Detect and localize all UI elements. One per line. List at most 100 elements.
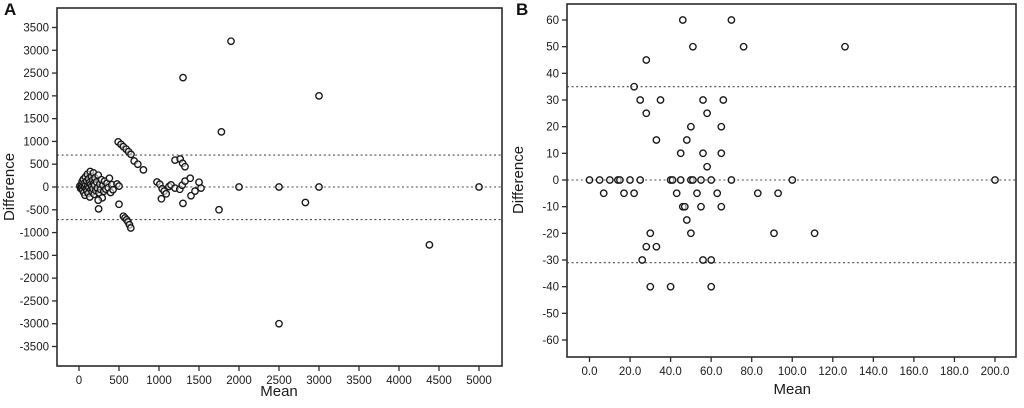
x-tick-label: 140.0 [859, 366, 888, 378]
data-point [717, 202, 726, 211]
data-point [235, 183, 243, 191]
x-tick-label: 160.0 [900, 366, 929, 378]
data-point [717, 149, 726, 158]
x-tick-label: 1000 [146, 375, 172, 387]
y-tick-label: 3000 [23, 45, 49, 57]
data-point [646, 282, 655, 291]
y-tick-label: 3500 [23, 23, 49, 35]
data-point [126, 224, 135, 232]
data-point [275, 183, 283, 191]
data-point [636, 96, 645, 104]
y-tick-label: -500 [26, 205, 49, 217]
y-tick-label: -3500 [20, 342, 49, 354]
x-tick-label: 5000 [466, 375, 492, 387]
data-point [139, 166, 148, 174]
y-tick-label: 1500 [23, 114, 49, 126]
x-tick-label: 3500 [346, 375, 372, 387]
data-point [115, 182, 123, 190]
data-point [676, 149, 685, 158]
data-point [133, 160, 142, 169]
data-point [703, 109, 711, 118]
y-tick-label: 0 [553, 175, 559, 187]
data-point [703, 162, 711, 171]
data-point [425, 241, 434, 249]
data-point [713, 189, 722, 198]
x-tick-label: 2500 [266, 375, 292, 387]
data-point [94, 205, 103, 213]
data-point [642, 109, 651, 118]
data-point [605, 176, 614, 184]
x-tick-label: 180.0 [940, 366, 969, 378]
data-point [739, 42, 748, 51]
data-point [668, 176, 677, 184]
data-point [595, 176, 604, 184]
data-point [475, 183, 483, 191]
data-point [105, 174, 114, 183]
data-point [616, 176, 624, 184]
data-point [719, 96, 728, 104]
data-point [682, 136, 691, 144]
y-tick-label: 40 [546, 68, 559, 80]
data-point [630, 189, 638, 198]
data-point [693, 189, 701, 198]
data-point [215, 205, 223, 214]
x-tick-label: 4500 [426, 375, 452, 387]
y-tick-label: -2000 [20, 273, 49, 285]
data-point [162, 189, 171, 198]
axis-title-x: Mean [260, 383, 298, 400]
data-point [179, 73, 187, 82]
y-tick-label: -60 [542, 335, 559, 347]
x-tick-label: 1500 [186, 375, 212, 387]
data-point [217, 128, 226, 136]
data-point [707, 282, 716, 291]
y-tick-label: 10 [546, 148, 559, 160]
data-point [672, 189, 681, 198]
data-point [315, 183, 323, 191]
data-point [699, 256, 707, 264]
data-point [630, 82, 638, 91]
x-tick-label: 100.0 [778, 366, 807, 378]
y-tick-label: -40 [542, 282, 559, 294]
data-point [179, 199, 187, 208]
x-tick-label: 200.0 [981, 366, 1010, 378]
data-point [275, 319, 283, 328]
data-point [707, 176, 716, 184]
bland-altman-panel-a: 0 500 1000 1500 2000 2500 3000 3500 4000 4500 5000… [1, 7, 503, 400]
y-tick-label: 2000 [23, 91, 49, 103]
data-point [841, 42, 849, 51]
data-point [652, 136, 661, 144]
data-point [191, 187, 199, 195]
data-point [585, 176, 594, 184]
data-point [642, 242, 651, 251]
x-tick-label: 60.0 [700, 366, 722, 378]
data-point [157, 194, 166, 203]
x-tick-label: 0.0 [582, 366, 598, 378]
y-tick-label: -3000 [20, 319, 49, 331]
data-point [717, 122, 726, 131]
data-point [727, 176, 736, 184]
y-tick-label: 1000 [23, 136, 49, 148]
data-point [810, 229, 819, 238]
data-point [656, 96, 665, 104]
y-tick-label: 0 [43, 182, 49, 194]
y-tick-label: -50 [542, 308, 559, 320]
x-tick-label: 0 [76, 375, 82, 387]
data-point [687, 229, 695, 238]
data-point [689, 176, 697, 184]
x-tick-label: 120.0 [818, 366, 847, 378]
data-point [678, 16, 687, 24]
data-point [181, 162, 189, 171]
y-tick-label: 2500 [23, 68, 49, 80]
data-point [770, 229, 778, 238]
data-point [652, 242, 661, 251]
y-tick-label: -2500 [20, 296, 49, 308]
axis-title-x: Mean [773, 381, 811, 398]
x-tick-label: 3000 [306, 375, 332, 387]
y-tick-label: 30 [546, 95, 559, 107]
x-tick-label: 4000 [386, 375, 412, 387]
data-point [753, 189, 762, 198]
data-point [788, 176, 797, 184]
data-point [620, 189, 628, 198]
data-point [687, 122, 695, 131]
